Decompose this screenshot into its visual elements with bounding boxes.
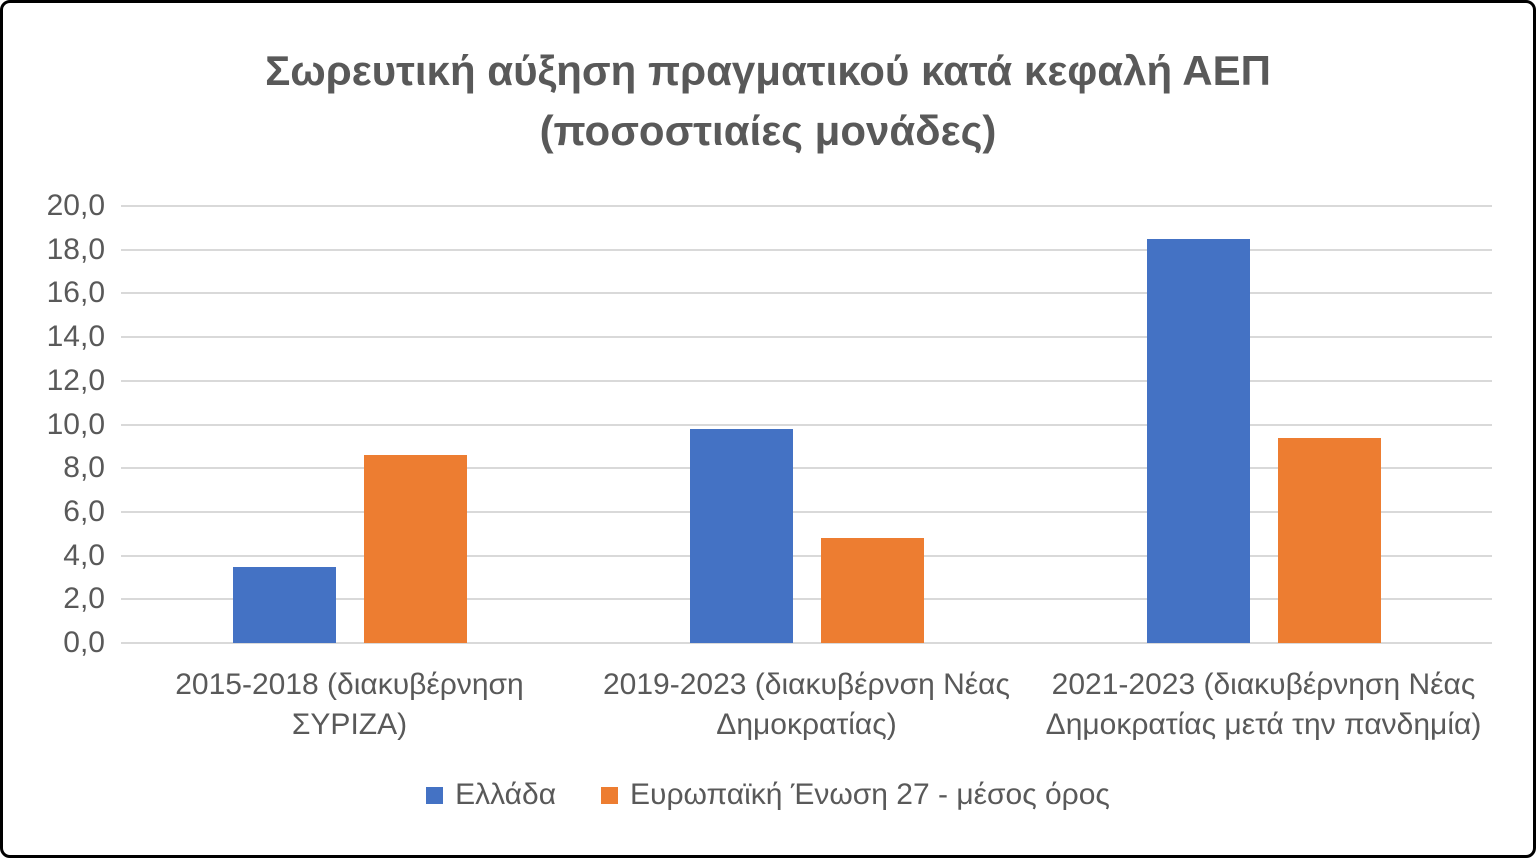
gridline (121, 423, 1492, 426)
chart-title-line-1: Σωρευτική αύξηση πραγματικού κατά κεφαλή… (265, 47, 1271, 94)
gridline (121, 554, 1492, 557)
legend-item-2: Ευρωπαϊκή Ένωση 27 - μέσος όρος (601, 775, 1110, 815)
bar-series-2-group-2 (820, 538, 924, 643)
chart-title-line-2: (ποσοστιαίες μονάδες) (539, 107, 997, 154)
y-tick-label: 12,0 (46, 363, 105, 397)
gridline (121, 205, 1492, 207)
y-tick-label: 16,0 (46, 276, 105, 310)
bar-series-1-group-1 (232, 566, 336, 643)
bar-group (1035, 206, 1492, 643)
bar-group (578, 206, 1035, 643)
bar-group (121, 206, 578, 643)
bar-series-2-group-3 (1277, 437, 1381, 643)
gridline (121, 467, 1492, 470)
bar-series-1-group-3 (1146, 238, 1250, 643)
gridline (121, 379, 1492, 382)
gridline (121, 510, 1492, 513)
legend-swatch-icon (426, 786, 444, 804)
gridline (121, 598, 1492, 601)
x-axis-line (121, 642, 1492, 644)
x-tick-label: 2019-2023 (διακυβέρνση Νέας Δημοκρατίας) (603, 668, 1010, 741)
legend-label: Ευρωπαϊκή Ένωση 27 - μέσος όρος (630, 778, 1110, 811)
x-axis: 2015-2018 (διακυβέρνηση ΣΥΡΙΖΑ) 2019-2023… (121, 665, 1492, 745)
y-axis: 0,0 2,0 4,0 6,0 8,0 10,0 12,0 14,0 16,0 18,0 20,0 (13, 189, 105, 659)
gridline (121, 336, 1492, 339)
legend-label: Ελλάδα (455, 778, 557, 811)
y-tick-label: 10,0 (46, 407, 105, 441)
gridline (121, 248, 1492, 251)
legend-item-1: Ελλάδα (426, 775, 556, 815)
gridline (121, 292, 1492, 295)
y-tick-label: 8,0 (63, 451, 105, 485)
y-tick-label: 2,0 (63, 582, 105, 616)
bar-series-1-group-2 (689, 428, 793, 643)
y-tick-label: 14,0 (46, 320, 105, 354)
chart-title: Σωρευτική αύξηση πραγματικού κατά κεφαλή… (3, 41, 1533, 161)
y-tick-label: 4,0 (63, 538, 105, 572)
y-tick-label: 6,0 (63, 494, 105, 528)
y-tick-label: 18,0 (46, 232, 105, 266)
bar-series-2-group-1 (363, 455, 467, 643)
x-tick-label: 2021-2023 (διακυβέρνηση Νέας Δημοκρατίας… (1045, 668, 1482, 741)
y-tick-label: 20,0 (46, 189, 105, 222)
x-tick-label: 2015-2018 (διακυβέρνηση ΣΥΡΙΖΑ) (175, 668, 524, 741)
plot-area (121, 205, 1492, 644)
legend: Ελλάδα Ευρωπαϊκή Ένωση 27 - μέσος όρος (3, 775, 1533, 815)
legend-swatch-icon (601, 786, 619, 804)
y-tick-label: 0,0 (63, 626, 105, 659)
